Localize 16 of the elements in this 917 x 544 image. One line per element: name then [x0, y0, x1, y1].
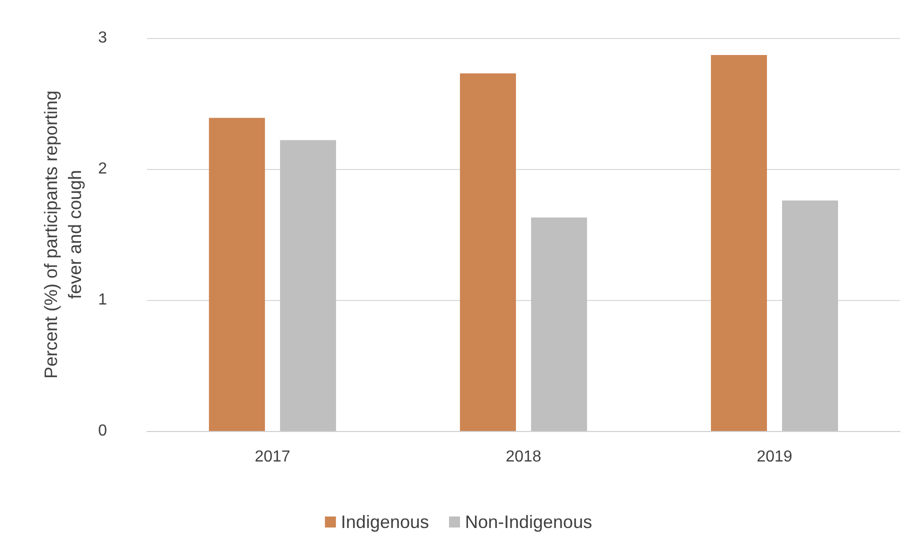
x-tick-label: 2019 — [756, 448, 792, 466]
y-tick-label: 3 — [98, 30, 108, 46]
bar — [460, 73, 516, 431]
bar — [208, 118, 265, 431]
bar — [710, 55, 767, 431]
y-axis-title: Percent (%) of participants reporting fever and cough — [41, 90, 86, 379]
y-tick-label: 0 — [98, 422, 108, 440]
x-tick-label: 2017 — [254, 448, 290, 466]
bar — [280, 140, 336, 431]
legend-label: Non-Indigenous — [464, 512, 592, 532]
bar — [782, 200, 838, 431]
x-tick-label: 2018 — [506, 448, 542, 466]
legend-label: Indigenous — [340, 512, 429, 532]
bar — [531, 217, 588, 431]
y-tick-label: 2 — [98, 160, 108, 178]
y-tick-label: 1 — [98, 292, 108, 308]
